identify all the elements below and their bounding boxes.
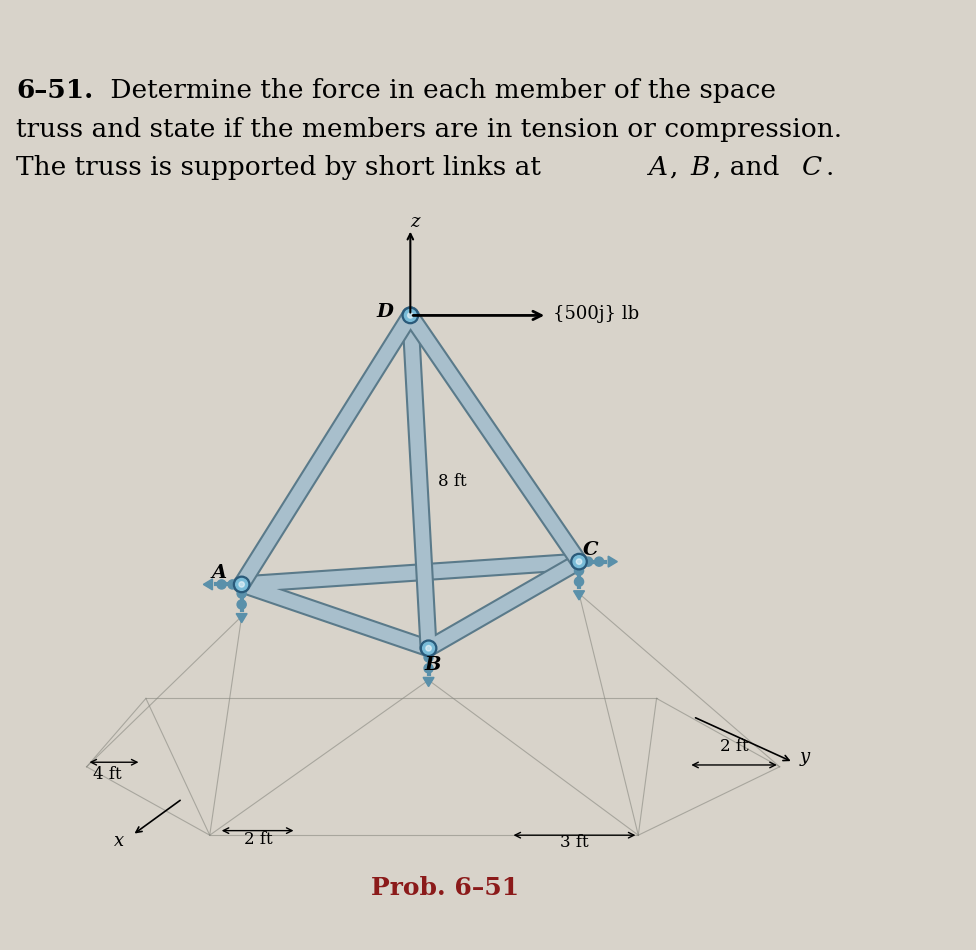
Text: B: B bbox=[424, 656, 440, 674]
Circle shape bbox=[424, 664, 433, 673]
Text: .: . bbox=[826, 155, 834, 180]
Circle shape bbox=[575, 578, 584, 586]
Circle shape bbox=[239, 581, 244, 587]
Text: {500j} lb: {500j} lb bbox=[553, 305, 639, 323]
Text: 8 ft: 8 ft bbox=[437, 473, 467, 490]
Text: 3 ft: 3 ft bbox=[560, 834, 589, 851]
Text: , and: , and bbox=[713, 155, 788, 180]
Circle shape bbox=[575, 566, 584, 576]
Circle shape bbox=[594, 557, 603, 566]
Circle shape bbox=[423, 642, 434, 655]
Polygon shape bbox=[608, 556, 618, 567]
Text: The truss is supported by short links at: The truss is supported by short links at bbox=[17, 155, 549, 180]
Polygon shape bbox=[424, 677, 434, 687]
Circle shape bbox=[584, 557, 592, 566]
Circle shape bbox=[573, 556, 585, 567]
Text: Determine the force in each member of the space: Determine the force in each member of th… bbox=[102, 78, 776, 104]
Circle shape bbox=[217, 580, 226, 589]
Circle shape bbox=[576, 559, 582, 564]
Polygon shape bbox=[574, 591, 585, 599]
Polygon shape bbox=[236, 614, 247, 622]
Text: y: y bbox=[799, 749, 809, 767]
Circle shape bbox=[408, 313, 413, 318]
Text: 2 ft: 2 ft bbox=[719, 738, 749, 755]
Text: z: z bbox=[410, 213, 420, 231]
Text: ,: , bbox=[671, 155, 687, 180]
Text: A: A bbox=[211, 564, 226, 582]
Circle shape bbox=[402, 307, 419, 324]
Circle shape bbox=[426, 645, 431, 651]
Circle shape bbox=[571, 554, 588, 570]
Circle shape bbox=[228, 580, 237, 589]
Circle shape bbox=[404, 310, 416, 321]
Circle shape bbox=[421, 640, 437, 656]
Circle shape bbox=[424, 653, 433, 662]
Text: B: B bbox=[690, 155, 710, 180]
Text: 6–51.: 6–51. bbox=[17, 78, 94, 104]
Polygon shape bbox=[203, 579, 213, 590]
Text: C: C bbox=[801, 155, 822, 180]
Text: 2 ft: 2 ft bbox=[244, 831, 272, 848]
Text: Prob. 6–51: Prob. 6–51 bbox=[371, 876, 519, 900]
Circle shape bbox=[236, 579, 248, 590]
Text: truss and state if the members are in tension or compression.: truss and state if the members are in te… bbox=[17, 117, 842, 142]
Text: C: C bbox=[583, 541, 598, 559]
Circle shape bbox=[233, 577, 250, 593]
Text: D: D bbox=[377, 303, 393, 321]
Text: 4 ft: 4 ft bbox=[94, 766, 122, 783]
Circle shape bbox=[237, 589, 246, 598]
Circle shape bbox=[237, 599, 246, 609]
Text: x: x bbox=[113, 832, 124, 850]
Text: A: A bbox=[648, 155, 667, 180]
